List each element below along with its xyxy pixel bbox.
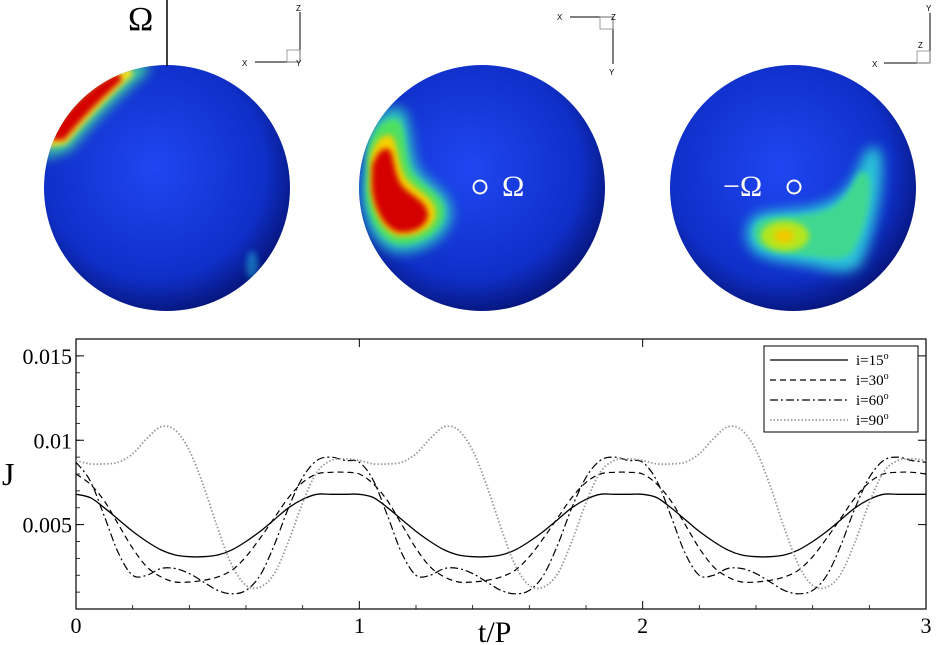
sphere-2: Ω Y X Z (359, 13, 616, 311)
sphere-2-axis-up: Y (609, 68, 615, 77)
sphere-1-body (44, 65, 290, 311)
x-tick-label-2: 2 (637, 613, 648, 638)
sphere-1-omega-label: Ω (128, 1, 153, 38)
x-axis-label: t/P (478, 616, 511, 645)
series-line-i-15 (75, 493, 926, 558)
sphere-2-axis-left: X (557, 13, 563, 22)
sphere-3: −Ω Y X Z (670, 4, 932, 311)
x-tick-label-3: 3 (921, 613, 932, 638)
legend: i=15o i=30o i=60o i=90o (763, 345, 919, 433)
sphere-3-blob-hot (774, 229, 794, 243)
axis-ticks: 0 1 2 3 0.005 0.01 0.015 (23, 339, 932, 638)
sphere-1-axis-corner: Y (296, 59, 302, 68)
series-line-i-90 (75, 425, 927, 590)
sphere-1-axis-left: X (242, 59, 248, 68)
sphere-2-axis-triad: Y X Z (557, 13, 616, 77)
sphere-1-axis-up: Z (296, 4, 301, 13)
y-tick-label-2: 0.015 (23, 344, 73, 369)
line-chart: 0 1 2 3 0.005 0.01 0.015 t/P J i=15o i=30o i=60o… (2, 338, 932, 645)
sphere-3-omega-marker (786, 179, 802, 195)
sphere-2-body (359, 65, 605, 311)
sphere-2-omega-marker (472, 179, 488, 195)
y-tick-label-0: 0.005 (23, 513, 73, 538)
x-tick-label-1: 1 (354, 613, 365, 638)
series-line-i-60 (75, 456, 927, 595)
y-tick-label-1: 0.01 (34, 428, 73, 453)
legend-label-2: i=60o (856, 391, 889, 409)
sphere-1-axis-triad: Z X Y (242, 4, 302, 68)
legend-label-0: i=15o (856, 351, 889, 369)
legend-label-3: i=90o (856, 411, 889, 429)
sphere-1-blob-faint (246, 251, 258, 279)
sphere-1: Ω Z X Y (44, 0, 302, 311)
x-tick-label-0: 0 (71, 613, 82, 638)
y-axis-label: J (2, 456, 14, 492)
sphere-3-axis-left: X (872, 60, 878, 69)
sphere-2-omega-label: Ω (502, 170, 524, 203)
sphere-2-axis-corner: Z (611, 13, 616, 22)
sphere-3-axis-up: Y (926, 4, 932, 13)
legend-label-1: i=30o (856, 371, 889, 389)
sphere-3-axis-corner: Z (918, 41, 923, 50)
sphere-3-omega-label: −Ω (723, 170, 762, 203)
series-line-i-30 (75, 471, 927, 584)
series-group (75, 425, 927, 595)
sphere-3-axis-triad: Y X Z (872, 4, 932, 69)
sphere-1-blob-core (48, 72, 122, 140)
sphere-2-blob-core (372, 148, 428, 233)
